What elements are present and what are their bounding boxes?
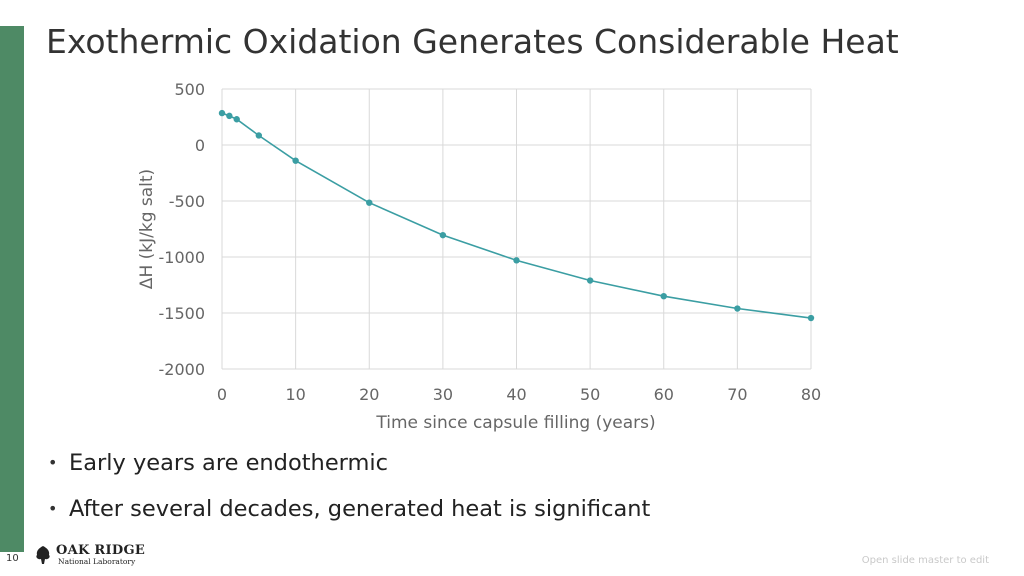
data-point [587,277,593,283]
logo-subtitle: National Laboratory [58,557,135,566]
x-tick-label: 70 [727,385,747,404]
data-point [292,157,298,163]
bullet-list: • Early years are endothermic • After se… [46,444,650,536]
bullet-dot: • [48,490,57,528]
chart-tick-labels: 500 0 -500 -1000 -1500 -2000 0 10 20 30 40 50 60 70 80 [159,80,822,404]
x-tick-label: 20 [359,385,379,404]
x-tick-label: 30 [433,385,453,404]
data-point [256,132,262,138]
x-tick-label: 40 [506,385,526,404]
data-point [661,293,667,299]
bullet-item: • After several decades, generated heat … [46,490,650,536]
y-tick-label: -2000 [159,360,206,379]
x-tick-label: 10 [285,385,305,404]
data-point [366,199,372,205]
x-tick-label: 80 [801,385,821,404]
y-tick-label: -1000 [159,248,206,267]
x-axis-label: Time since capsule filling (years) [375,413,655,433]
y-tick-label: 500 [174,80,205,99]
y-axis-label: ΔH (kJ/kg salt) [137,169,157,289]
data-point [234,116,240,122]
y-tick-label: -1500 [159,304,206,323]
oak-ridge-logo: OAK RIDGE National Laboratory [34,543,144,567]
bullet-item: • Early years are endothermic [46,444,650,490]
x-tick-label: 0 [217,385,227,404]
data-point [734,305,740,311]
x-tick-label: 60 [654,385,674,404]
slide-number: 10 [6,553,19,564]
line-chart: 500 0 -500 -1000 -1500 -2000 0 10 20 30 40 50 60 70 80… [0,0,1024,440]
bullet-dot: • [48,444,57,482]
y-tick-label: -500 [169,192,205,211]
x-tick-label: 50 [580,385,600,404]
logo-title: OAK RIDGE [56,543,145,558]
data-point [808,315,814,321]
footer-note: Open slide master to edit [862,555,989,566]
chart-gridlines [222,89,811,369]
data-point [513,257,519,263]
y-tick-label: 0 [195,136,205,155]
data-point [219,110,225,116]
bullet-text: After several decades, generated heat is… [69,496,650,522]
data-point [440,232,446,238]
oak-tree-icon [34,545,52,565]
data-point [226,113,232,119]
bullet-text: Early years are endothermic [69,450,388,476]
